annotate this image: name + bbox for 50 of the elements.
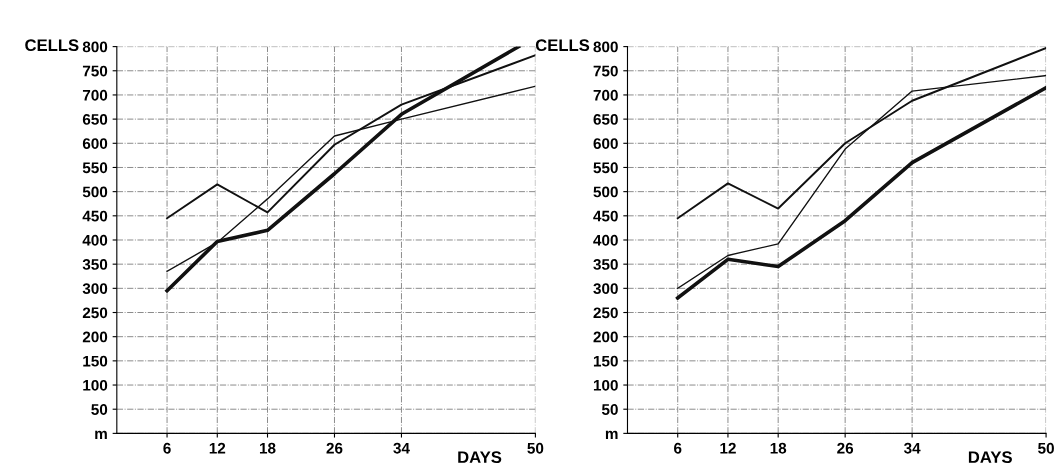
- y-tick-label: 800: [82, 41, 108, 53]
- y-tick-label: 600: [593, 138, 618, 149]
- y-tick-label: 250: [593, 307, 618, 319]
- y-tick-label: 350: [593, 259, 618, 270]
- x-tick-label: 18: [259, 442, 276, 454]
- y-tick-label: 150: [593, 355, 618, 367]
- y-tick-label: 250: [82, 307, 108, 319]
- y-tick-label: m: [605, 430, 618, 439]
- y-tick-label: 750: [82, 65, 108, 77]
- y-tick-label: 50: [601, 404, 618, 415]
- x-tick-label: 12: [720, 442, 736, 454]
- y-tick-label: 650: [593, 113, 618, 125]
- y-tick-label: 450: [593, 210, 618, 222]
- y-tick-label: 450: [82, 210, 108, 222]
- y-tick-label: 300: [82, 283, 108, 295]
- y-tick-label: 300: [593, 283, 618, 295]
- y-tick-label: 550: [82, 162, 108, 174]
- y-tick-label: 700: [82, 89, 108, 101]
- x-tick-label: 34: [393, 442, 410, 454]
- y-tick-label: 400: [82, 234, 108, 246]
- y-tick-label: 550: [593, 162, 618, 174]
- y-tick-label: 100: [593, 379, 618, 391]
- y-tick-label: 500: [82, 186, 108, 198]
- y-tick-label: 700: [593, 89, 618, 101]
- x-axis-title: DAYS: [968, 451, 1012, 464]
- y-tick-label: 800: [593, 41, 618, 53]
- y-tick-label: 400: [593, 234, 618, 246]
- y-tick-label: 750: [593, 65, 618, 77]
- y-tick-label: m: [95, 430, 107, 439]
- y-tick-label: 350: [82, 259, 108, 270]
- x-tick-label: 50: [527, 442, 544, 454]
- x-tick-label: 34: [903, 442, 921, 454]
- y-tick-label: 150: [83, 355, 108, 367]
- y-tick-label: 100: [83, 379, 108, 391]
- x-tick-label: 12: [209, 442, 226, 454]
- y-tick-label: 200: [593, 331, 618, 343]
- x-tick-label: 26: [326, 442, 343, 454]
- x-tick-label: 18: [770, 442, 787, 454]
- x-tick-label: 50: [1038, 442, 1054, 454]
- x-axis-title: DAYS: [458, 451, 502, 464]
- y-tick-label: 500: [593, 186, 618, 198]
- y-tick-label: 200: [82, 331, 108, 343]
- x-tick-label: 6: [163, 442, 171, 454]
- y-axis-title: CELLS: [25, 39, 79, 52]
- y-tick-label: 650: [82, 113, 108, 125]
- x-tick-label: 6: [674, 442, 682, 454]
- y-tick-label: 600: [82, 138, 108, 149]
- y-axis-title: CELLS: [535, 39, 590, 52]
- y-tick-label: 50: [91, 404, 108, 415]
- x-tick-label: 26: [837, 442, 854, 454]
